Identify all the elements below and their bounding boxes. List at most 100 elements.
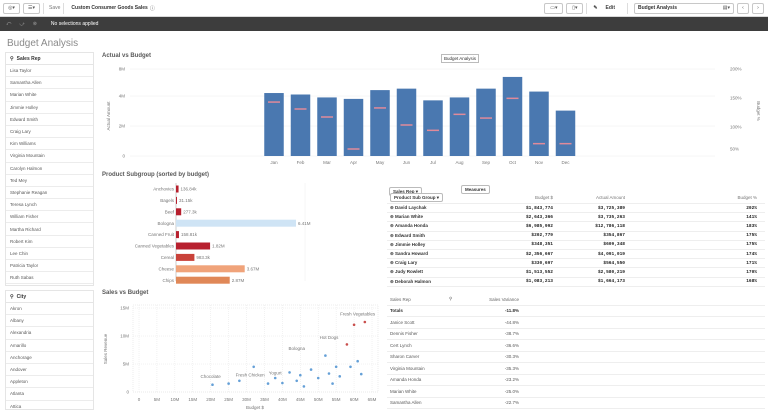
table-row[interactable]: ⊕ David Laychak $1,843,774 $3,725,389 202% (387, 204, 765, 214)
list-item[interactable]: Appleton (6, 376, 93, 389)
pivot-table[interactable]: Product Sub Group ▾ Budget $ Actual Amou… (387, 192, 765, 287)
measures-chip[interactable]: Measures (461, 178, 490, 196)
list-item[interactable]: Craig Lary (6, 126, 93, 139)
list-item[interactable]: Teresa Lynch (6, 199, 93, 212)
step-forward-icon[interactable]: ⤻ (19, 21, 25, 27)
sales-vs-budget-chart[interactable]: Sales Revenue Budget $ 15M 10M 5M 0 0 5M 10M 15M 2… (100, 299, 382, 411)
filter-sales-rep[interactable]: ⚲ Sales Rep Lisa Taylor Samantha Allen Mar… (5, 52, 94, 286)
list-item[interactable]: Stephanie Reagan (6, 187, 93, 200)
table-row[interactable]: ⊕ Edward Smith $202,779 $354,867 175% (387, 232, 765, 241)
search-icon[interactable]: ⚲ (449, 296, 453, 302)
table-row[interactable]: ⊕ Marian White $2,643,366 $3,735,263 141% (387, 213, 765, 223)
list-item[interactable]: Ted Mey (6, 175, 93, 187)
table-row[interactable]: Sharon Carver -30.3% (387, 352, 765, 363)
filter-header[interactable]: ⚲ City (6, 291, 93, 303)
measures-chip-label[interactable]: Measures (461, 185, 490, 194)
list-item[interactable]: Andover (6, 364, 93, 377)
row-label: Virginia Mountain (390, 365, 425, 371)
list-item[interactable]: Kim Williams (6, 138, 93, 151)
list-item[interactable]: Martha Richard (6, 223, 93, 236)
navigation-menu-button[interactable]: ◎▾ (3, 2, 20, 14)
list-item[interactable]: Samantha Allen (6, 77, 93, 90)
list-item[interactable]: Attica (6, 401, 93, 410)
list-item[interactable]: Sandra Benner (6, 284, 93, 285)
list-item[interactable]: Carolyn Halmon (6, 163, 93, 175)
list-item[interactable]: Virginia Mountain (6, 150, 93, 163)
bar (555, 110, 576, 156)
info-icon[interactable]: ⓘ (149, 5, 155, 12)
sheet-selector[interactable]: Budget Analysis ▤▾ (634, 2, 734, 14)
table-row[interactable]: Cert Lynch -36.6% (387, 340, 765, 352)
x-tick-label: 65M (368, 397, 377, 402)
list-item[interactable]: Lee Chin (6, 248, 93, 260)
variance-table[interactable]: Sales Rep ⚲ Sales Variance Totals -11.8%… (387, 294, 765, 409)
filter-header[interactable]: ⚲ Sales Rep (6, 53, 93, 65)
expand-icon[interactable]: ⊕ (390, 260, 396, 266)
expand-icon[interactable]: ⊕ (390, 269, 396, 275)
toolbar: ◎▾ ☰▾ Save Custom Consumer Goods Sales ⓘ… (0, 0, 768, 17)
next-sheet-button[interactable]: › (752, 2, 764, 14)
table-row[interactable]: Marian White -25.0% (387, 386, 765, 398)
expand-icon[interactable]: ⊕ (390, 214, 396, 220)
table-row[interactable]: Amanda Honda -23.2% (387, 375, 765, 386)
y2-tick-label: 150% (730, 96, 742, 101)
list-item[interactable]: Albany (6, 315, 93, 328)
list-item[interactable]: Anchorage (6, 352, 93, 364)
table-row[interactable]: ⊕ Judy Rowlett $1,513,552 $2,580,219 170% (387, 268, 765, 278)
expand-icon[interactable]: ⊕ (390, 278, 396, 284)
product-sub-group-chip[interactable]: Product Sub Group ▾ (390, 193, 444, 202)
category-label: Beef (165, 209, 175, 214)
actual-vs-budget-chart[interactable]: Actual Amount Budget % 8M 4M 2M 0 200% 150% 100%… (100, 61, 765, 171)
table-row[interactable]: ⊕ Deborah Halmon $1,083,213 $1,664,173 168% (387, 278, 765, 287)
row-label-text: Jimmie Holley (395, 241, 426, 247)
table-row[interactable]: ⊕ Sandra Howard $2,356,667 $4,091,019 174% (387, 250, 765, 260)
table-row[interactable]: ⊕ Craig Lary $330,697 $564,550 171% (387, 259, 765, 269)
row-label: ⊕ David Laychak (387, 205, 482, 211)
table-row[interactable]: ⊕ Amanda Honda $6,985,992 $12,786,118 183% (387, 222, 765, 232)
app-menu-button[interactable]: ☰▾ (23, 2, 40, 14)
story-button[interactable]: ▭▾ (544, 2, 564, 14)
list-item[interactable]: Patricia Taylor (6, 260, 93, 273)
table-row[interactable]: ⊕ Jimmie Holley $348,351 $609,348 175% (387, 241, 765, 250)
expand-icon[interactable]: ⊕ (390, 205, 396, 211)
save-button[interactable]: Save (49, 5, 61, 11)
filter-city[interactable]: ⚲ City Akron Albany Alexandria Amarillo Anch… (5, 290, 94, 410)
edit-button[interactable]: ✎ Edit (593, 5, 615, 11)
value-label: 158.81k (181, 232, 198, 237)
expand-icon[interactable]: ⊕ (390, 251, 396, 257)
previous-sheet-button[interactable]: ‹ (737, 2, 749, 14)
chart-title-actual-vs-budget: Actual vs Budget (102, 53, 152, 59)
table-cell: -44.8% (504, 319, 519, 325)
list-item[interactable]: Robert Kim (6, 236, 93, 248)
expand-icon[interactable]: ⊕ (390, 223, 395, 229)
x-tick-label: 10M (170, 397, 179, 402)
clear-selections-icon[interactable]: ⊗ (32, 21, 37, 27)
list-item[interactable]: Ruth Sabas (6, 272, 93, 285)
table-cell: $1,083,213 (525, 279, 553, 285)
bar (264, 93, 284, 156)
table-row[interactable]: Samantha Allen -22.7% (387, 398, 765, 409)
list-item[interactable]: Akron (6, 303, 93, 316)
bar (290, 94, 311, 156)
list-item[interactable]: William Fisher (6, 211, 93, 224)
category-label: Chips (162, 278, 174, 283)
list-item[interactable]: Jimmie Holley (6, 102, 93, 114)
expand-icon[interactable]: ⊕ (390, 232, 396, 238)
category-label: Canned Vegetables (135, 244, 175, 249)
pencil-icon: ✎ (593, 5, 598, 11)
list-item[interactable]: Amarillo (6, 340, 93, 352)
list-item[interactable]: Atlanta (6, 388, 93, 401)
list-item[interactable]: Marian White (6, 89, 93, 102)
step-back-icon[interactable]: ⤺ (6, 21, 12, 27)
expand-icon[interactable]: ⊕ (390, 241, 396, 247)
list-item[interactable]: Alexandria (6, 327, 93, 340)
category-label: Cereal (161, 255, 174, 260)
table-row[interactable]: Dennis Fisher -38.7% (387, 329, 765, 340)
list-item[interactable]: Lisa Taylor (6, 65, 93, 78)
table-row[interactable]: Virginia Mountain -35.3% (387, 363, 765, 375)
data-point (352, 323, 356, 327)
product-subgroup-chart[interactable]: Anchovies 136.84k Bagels 31.15k Beef 277.3k Bo… (100, 181, 382, 284)
mobile-button[interactable]: ▯▾ (566, 2, 584, 14)
list-item[interactable]: Edward Smith (6, 114, 93, 126)
table-row[interactable]: Janice Scott -44.8% (387, 317, 765, 329)
